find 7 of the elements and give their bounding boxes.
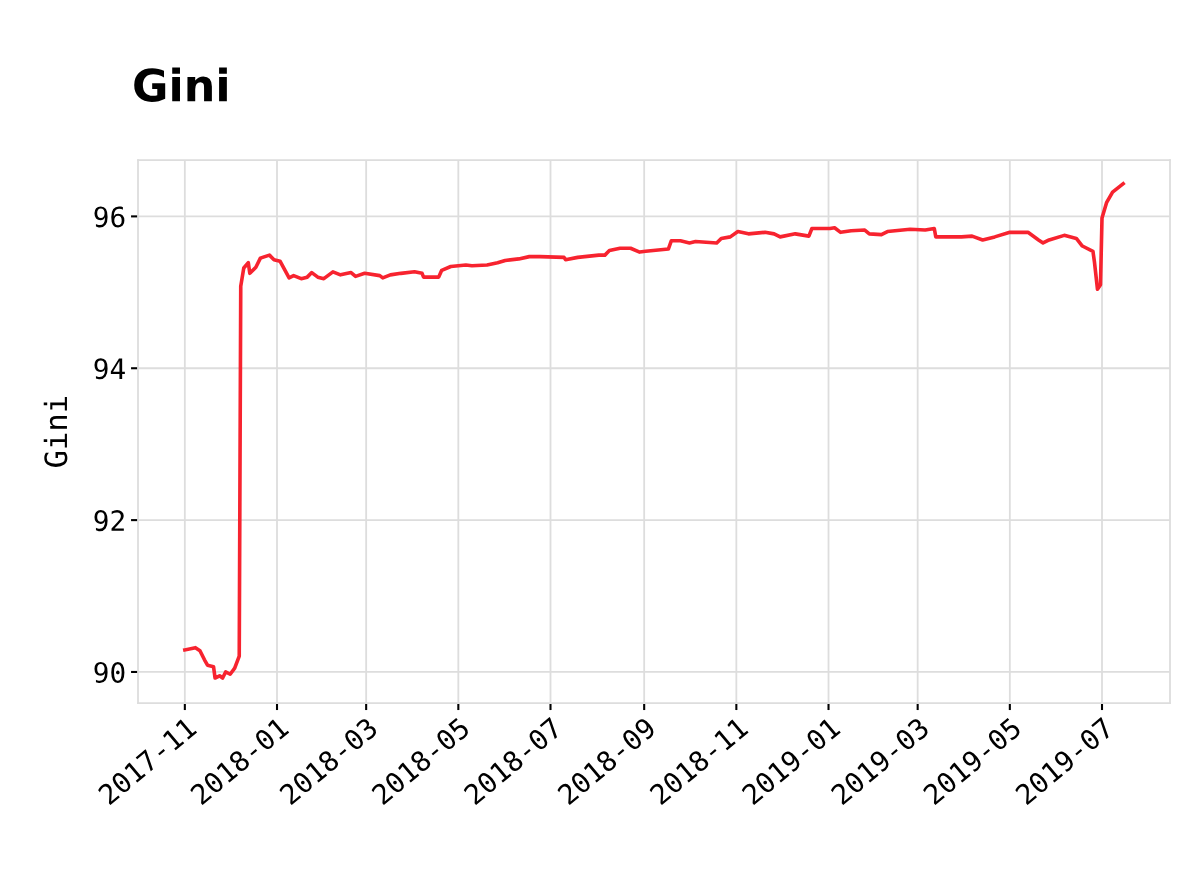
y-tick-label: 94 bbox=[94, 358, 125, 380]
line-series bbox=[183, 181, 1125, 680]
chart-title: Gini bbox=[134, 67, 227, 102]
y-tick-label: 90 bbox=[94, 661, 125, 683]
y-tick-label: 92 bbox=[94, 510, 124, 532]
y-axis-title: Gini bbox=[43, 396, 68, 467]
y-tick-label: 96 bbox=[94, 206, 125, 228]
